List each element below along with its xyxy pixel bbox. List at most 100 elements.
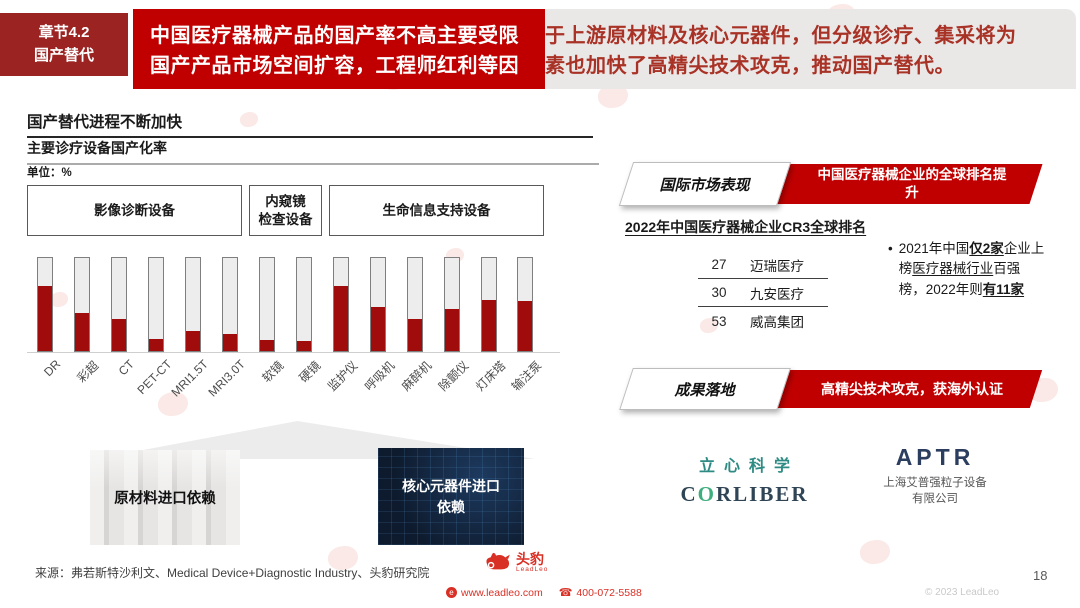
bar-x-label: 输注泵 <box>509 358 545 394</box>
bar-column: 输注泵 <box>507 257 545 394</box>
chapter-number: 章节4.2 <box>38 24 90 41</box>
ranking-rank: 30 <box>711 285 727 300</box>
bar-track <box>480 257 497 352</box>
bar-fill <box>370 307 385 351</box>
results-banner-label: 高精尖技术攻克，获海外认证 <box>782 368 1042 410</box>
aptr-en-name: APTR <box>895 444 975 470</box>
ranking-company: 九安医疗 <box>750 286 804 302</box>
ranking-row: 27 迈瑞医疗 <box>698 251 828 279</box>
bar-fill <box>444 309 459 351</box>
bar-track <box>517 257 534 352</box>
bar-track <box>406 257 423 352</box>
headline-text: 中国医疗器械产品的国产率不高主要受限 于上游原材料及核心元器件，但分级诊疗、集采将… <box>150 21 1017 81</box>
chart-title: 主要诊疗设备国产化率 <box>27 138 599 165</box>
bar-column: PET-CT <box>134 257 175 397</box>
corliber-letters-rest: RLIBER <box>715 482 809 506</box>
bar-x-label: DR <box>41 357 64 380</box>
watermark-icon <box>700 318 718 333</box>
corliber-letter-c: C <box>680 482 698 506</box>
bar-fill <box>259 339 274 351</box>
bar-track <box>148 257 165 352</box>
bar-column: MRI1.5T <box>169 257 212 399</box>
ranking-company: 威高集团 <box>750 315 804 330</box>
chart-unit-label: 单位：% <box>27 167 72 179</box>
bar-track <box>111 257 128 352</box>
bar-column: 麻醉机 <box>396 257 434 394</box>
corliber-logo: 立心科学 CORLIBER <box>672 452 817 507</box>
bar-fill <box>112 319 127 351</box>
bar-column: 彩超 <box>64 257 102 385</box>
headline-banner: 中国医疗器械产品的国产率不高主要受限 于上游原材料及核心元器件，但分级诊疗、集采将… <box>133 9 1076 89</box>
chart-group-header: 生命信息支持设备 <box>329 185 544 236</box>
bar-track <box>332 257 349 352</box>
watermark-icon <box>328 546 358 570</box>
bar-fill <box>518 300 533 351</box>
bar-track <box>74 257 91 352</box>
corliber-en-name: CORLIBER <box>672 482 817 507</box>
international-tab-row: 国际市场表现 中国医疗器械企业的全球排名提升 <box>618 162 1043 206</box>
leadleo-leopard-icon <box>486 552 510 570</box>
results-tab-row: 成果落地 高精尖技术攻克，获海外认证 <box>619 368 1043 410</box>
chart-group-header: 内窥镜 检查设备 <box>249 185 322 236</box>
phone-item: 400-072-5588 <box>559 586 641 599</box>
watermark-icon <box>50 292 68 307</box>
bar-fill <box>333 285 348 351</box>
core-component-label: 核心元器件进口 依赖 <box>402 478 500 515</box>
bar-x-label: PET-CT <box>134 357 175 398</box>
core-component-image: 核心元器件进口 依赖 <box>378 448 524 545</box>
copyright-text: © 2023 LeadLeo <box>925 587 1000 598</box>
bar-fill <box>149 338 164 351</box>
headline-red-segment: 素也加快了高精尖技术攻克，推动国产替代。 <box>545 55 955 77</box>
cr3-ranking-table: 27 迈瑞医疗 30 九安医疗 53 威高集团 <box>698 251 828 335</box>
bar-track <box>295 257 312 352</box>
bar-column: DR <box>27 257 64 379</box>
ranking-note-text: 2021年中国仅2家企业上榜医疗器械行业百强榜，2022年则有11家 <box>899 239 1046 300</box>
chart-axis-line <box>27 352 560 353</box>
chapter-title: 国产替代 <box>33 46 94 64</box>
note-segment: 有11家 <box>982 281 1025 297</box>
bar-x-label: 麻醉机 <box>398 358 435 394</box>
bar-x-label: 呼吸机 <box>361 358 398 394</box>
ranking-row: 30 九安医疗 <box>698 279 828 307</box>
website-item: www.leadleo.com <box>446 587 543 599</box>
headline-white-segment: 中国医疗器械产品的国产率不高主要受限 <box>150 25 519 47</box>
bar-track <box>222 257 239 352</box>
chart-group-headers: 影像诊断设备 内窥镜 检查设备 生命信息支持设备 <box>27 185 544 236</box>
bar-x-label: MRI3.0T <box>205 357 248 400</box>
bar-fill <box>296 340 311 351</box>
bar-column: 监护仪 <box>322 257 360 394</box>
bar-fill <box>186 331 201 351</box>
bar-x-label: 除颤仪 <box>435 358 471 394</box>
leadleo-brand-sub: LeadLeo <box>516 566 549 573</box>
bar-column: CT <box>101 257 138 378</box>
aptr-logo: APTR 上海艾普强粒子设备有限公司 <box>855 444 1015 507</box>
bar-track <box>258 257 275 352</box>
note-segment: 企业上榜 <box>898 241 1045 277</box>
ranking-rank: 27 <box>711 257 727 272</box>
note-segment: 医疗器械行业 <box>912 261 994 277</box>
website-text: www.leadleo.com <box>461 586 543 599</box>
chapter-badge: 章节4.2 国产替代 <box>0 13 128 76</box>
cr3-heading: 2022年中国医疗器械企业CR3全球排名 <box>625 219 867 235</box>
bar-x-label: MRI1.5T <box>168 357 212 400</box>
bar-x-label: 彩超 <box>74 358 102 386</box>
bar-fill <box>407 319 422 351</box>
bar-fill <box>223 334 238 351</box>
bar-x-label: 软镜 <box>259 358 287 386</box>
leadleo-brand: 头豹 LeadLeo <box>483 551 548 573</box>
watermark-icon <box>240 112 258 127</box>
leadleo-brand-name: 头豹 <box>516 551 544 567</box>
watermark-icon <box>158 392 188 416</box>
ranking-note: • 2021年中国仅2家企业上榜医疗器械行业百强榜，2022年则有11家 <box>888 239 1046 300</box>
aptr-cn-name: 上海艾普强粒子设备有限公司 <box>883 477 987 506</box>
headline-line: 中国医疗器械产品的国产率不高主要受限 于上游原材料及核心元器件，但分级诊疗、集采将… <box>150 21 1017 51</box>
international-tab-label: 国际市场表现 <box>659 176 750 194</box>
bar-column: 灯床塔 <box>470 257 508 394</box>
bar-fill <box>481 299 496 351</box>
ranking-rank: 53 <box>711 313 727 329</box>
headline-line: 国产产品市场空间扩容，工程师红利等因 素也加快了高精尖技术攻克，推动国产替代。 <box>150 51 1017 81</box>
raw-material-image: 原材料进口依赖 <box>90 450 240 545</box>
bar-x-label: 灯床塔 <box>472 358 508 394</box>
international-banner-label: 中国医疗器械企业的全球排名提升 <box>782 162 1042 206</box>
bar-x-label: CT <box>115 357 138 379</box>
